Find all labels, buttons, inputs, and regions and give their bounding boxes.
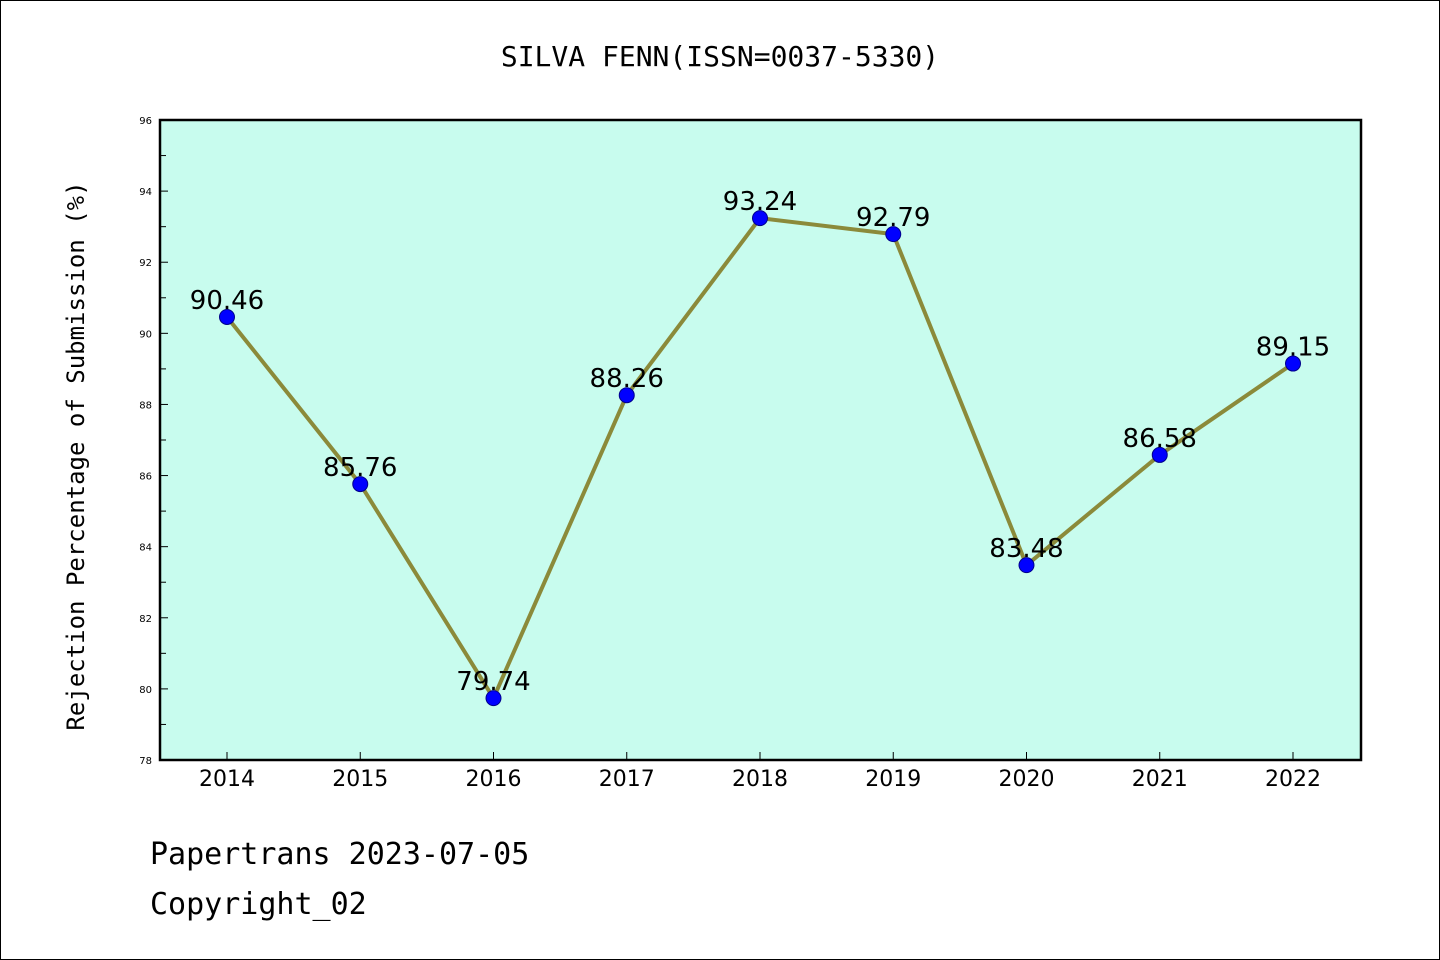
x-tick-label: 2014 bbox=[199, 767, 255, 792]
data-point bbox=[219, 308, 235, 325]
y-tick-label: 92 bbox=[139, 258, 152, 269]
data-point bbox=[1285, 355, 1301, 372]
x-tick-label: 2016 bbox=[466, 767, 522, 792]
x-tick-label: 2019 bbox=[865, 767, 921, 792]
x-tick-label: 2015 bbox=[332, 767, 388, 792]
data-labels: 90.46 85.76 79.74 88.26 93.24 92.79 83.48 86.58… bbox=[190, 187, 1330, 697]
data-label: 85.76 bbox=[323, 453, 397, 483]
y-tick-label: 88 bbox=[139, 400, 152, 411]
data-point bbox=[885, 226, 902, 243]
data-point bbox=[485, 690, 502, 707]
chart-title: SILVA FENN(ISSN=0037-5330) bbox=[501, 40, 939, 73]
x-tick-label: 2021 bbox=[1132, 767, 1188, 792]
y-tick-label: 80 bbox=[139, 685, 152, 696]
series-markers bbox=[219, 210, 1301, 707]
data-label: 79.74 bbox=[456, 667, 530, 697]
data-point bbox=[752, 210, 768, 227]
data-label: 86.58 bbox=[1123, 424, 1197, 454]
data-point bbox=[618, 387, 635, 404]
x-tick-label: 2022 bbox=[1265, 767, 1321, 792]
data-label: 88.26 bbox=[590, 364, 664, 394]
x-tick-label: 2018 bbox=[732, 767, 788, 792]
data-label: 83.48 bbox=[989, 534, 1063, 564]
data-point bbox=[1018, 557, 1035, 574]
y-tick-label: 96 bbox=[139, 116, 152, 127]
y-tick-label: 82 bbox=[139, 614, 152, 625]
footer-date: Papertrans 2023-07-05 bbox=[150, 837, 529, 872]
x-tick-label: 2020 bbox=[999, 767, 1055, 792]
x-axis: 2014 2015 2016 2017 2018 2019 2020 2021 2022 bbox=[199, 752, 1321, 792]
data-label: 89.15 bbox=[1256, 333, 1330, 363]
data-point bbox=[1151, 446, 1168, 463]
y-tick-label: 78 bbox=[139, 756, 152, 767]
data-point bbox=[352, 476, 369, 493]
y-tick-label: 86 bbox=[139, 472, 152, 483]
data-label: 93.24 bbox=[723, 187, 797, 217]
plot-area bbox=[160, 120, 1361, 760]
y-tick-label: 84 bbox=[139, 543, 152, 554]
footer-copyright: Copyright_02 bbox=[150, 887, 367, 922]
data-label: 90.46 bbox=[190, 286, 264, 316]
y-tick-label: 94 bbox=[139, 187, 152, 198]
y-tick-label: 90 bbox=[139, 329, 152, 340]
y-axis-label: Rejection Percentage of Submission (%) bbox=[62, 181, 90, 730]
data-label: 92.79 bbox=[856, 203, 930, 233]
x-tick-label: 2017 bbox=[599, 767, 655, 792]
plot-border bbox=[158, 118, 1363, 762]
